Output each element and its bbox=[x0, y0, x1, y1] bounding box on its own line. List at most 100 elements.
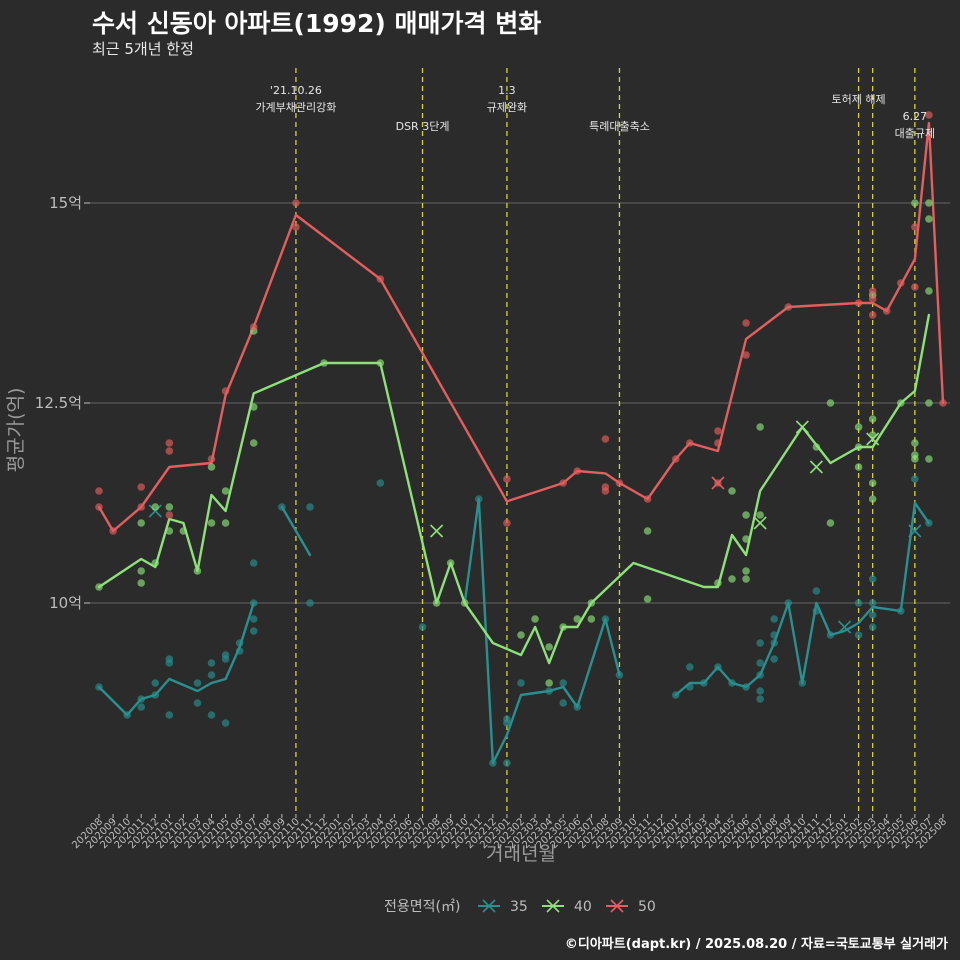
point-35 bbox=[700, 679, 708, 687]
point-40 bbox=[643, 595, 652, 603]
point-40 bbox=[925, 455, 933, 463]
point-50 bbox=[911, 223, 919, 231]
point-40 bbox=[925, 287, 933, 295]
event-label: DSR 3단계 bbox=[396, 120, 450, 133]
point-35 bbox=[756, 659, 764, 667]
point-40 bbox=[545, 679, 553, 687]
point-40 bbox=[728, 575, 736, 583]
point-40 bbox=[812, 443, 821, 451]
point-40 bbox=[179, 527, 188, 535]
event-label: 가계부채관리강화 bbox=[255, 101, 336, 114]
legend-label-50: 50 bbox=[638, 899, 656, 915]
point-50 bbox=[854, 299, 863, 307]
point-40 bbox=[460, 599, 469, 607]
grid-layer bbox=[90, 202, 950, 604]
point-40 bbox=[756, 511, 764, 519]
point-40 bbox=[320, 359, 328, 367]
point-35 bbox=[207, 711, 216, 719]
point-40 bbox=[911, 439, 919, 447]
point-35 bbox=[475, 495, 483, 503]
event-label: 1.3 bbox=[498, 84, 516, 97]
point-35 bbox=[756, 695, 764, 703]
point-40 bbox=[868, 479, 877, 487]
point-40 bbox=[95, 583, 103, 591]
point-50 bbox=[249, 323, 258, 331]
point-35 bbox=[770, 615, 778, 623]
point-40 bbox=[207, 463, 216, 471]
event-label: '21.10.26 bbox=[270, 84, 322, 97]
point-40 bbox=[545, 643, 553, 651]
point-40 bbox=[742, 535, 750, 543]
point-35 bbox=[503, 759, 511, 767]
ytick-label: 15억 bbox=[49, 194, 82, 212]
point-35 bbox=[137, 695, 145, 703]
point-50 bbox=[714, 427, 722, 435]
x-axis-title: 거래년월 bbox=[486, 843, 556, 865]
point-35 bbox=[517, 679, 525, 687]
point-35 bbox=[854, 599, 863, 607]
point-35 bbox=[165, 659, 174, 667]
point-35 bbox=[756, 687, 764, 695]
y-axis-title: 평균가(억) bbox=[5, 388, 27, 473]
event-label: 규제완화 bbox=[487, 101, 527, 114]
point-35 bbox=[95, 683, 103, 691]
point-40 bbox=[728, 487, 736, 495]
cross-40 bbox=[866, 432, 880, 446]
point-50 bbox=[868, 295, 877, 303]
point-40 bbox=[826, 519, 835, 527]
point-35 bbox=[573, 703, 582, 711]
legend-label-35: 35 bbox=[510, 899, 528, 915]
point-40 bbox=[151, 503, 160, 511]
point-35 bbox=[868, 575, 877, 583]
line-35 bbox=[97, 601, 255, 717]
point-35 bbox=[770, 639, 778, 647]
point-40 bbox=[151, 559, 160, 567]
point-40 bbox=[221, 487, 230, 495]
cross-35 bbox=[148, 504, 162, 518]
point-35 bbox=[235, 639, 244, 647]
point-50 bbox=[925, 111, 933, 119]
point-40 bbox=[531, 615, 539, 623]
legend: 전용면적(㎡) 35 40 50 bbox=[384, 899, 656, 915]
point-35 bbox=[207, 671, 216, 679]
point-35 bbox=[601, 615, 610, 623]
point-50 bbox=[686, 439, 694, 447]
point-40 bbox=[897, 399, 905, 407]
point-50 bbox=[109, 527, 117, 535]
point-40 bbox=[854, 423, 863, 431]
point-35 bbox=[193, 699, 202, 707]
point-35 bbox=[925, 519, 933, 527]
point-40 bbox=[854, 463, 863, 471]
point-40 bbox=[587, 599, 596, 607]
point-40 bbox=[249, 439, 258, 447]
point-35 bbox=[897, 607, 905, 615]
point-35 bbox=[911, 475, 919, 483]
legend-marker-40 bbox=[546, 899, 560, 913]
point-35 bbox=[249, 559, 258, 567]
point-35 bbox=[503, 719, 511, 727]
point-50 bbox=[573, 467, 582, 475]
point-35 bbox=[489, 759, 497, 767]
cross-40 bbox=[430, 524, 444, 538]
ytick-label: 10억 bbox=[49, 594, 82, 612]
point-50 bbox=[911, 283, 919, 291]
point-40 bbox=[868, 495, 877, 503]
chart-subtitle: 최근 5개년 한정 bbox=[92, 40, 194, 58]
point-40 bbox=[643, 527, 652, 535]
point-35 bbox=[812, 607, 821, 615]
source-caption: ©디아파트(dapt.kr) / 2025.08.20 / 자료=국토교통부 실… bbox=[564, 937, 948, 952]
ytick-label: 12.5억 bbox=[35, 394, 82, 412]
point-40 bbox=[925, 399, 933, 407]
point-50 bbox=[95, 503, 103, 511]
point-35 bbox=[559, 699, 567, 707]
line-35 bbox=[463, 497, 621, 765]
point-50 bbox=[671, 455, 680, 463]
point-35 bbox=[123, 711, 131, 719]
legend-title: 전용면적(㎡) bbox=[384, 899, 460, 915]
point-35 bbox=[376, 479, 385, 487]
point-35 bbox=[756, 671, 764, 679]
point-35 bbox=[798, 679, 807, 687]
point-35 bbox=[728, 679, 736, 687]
